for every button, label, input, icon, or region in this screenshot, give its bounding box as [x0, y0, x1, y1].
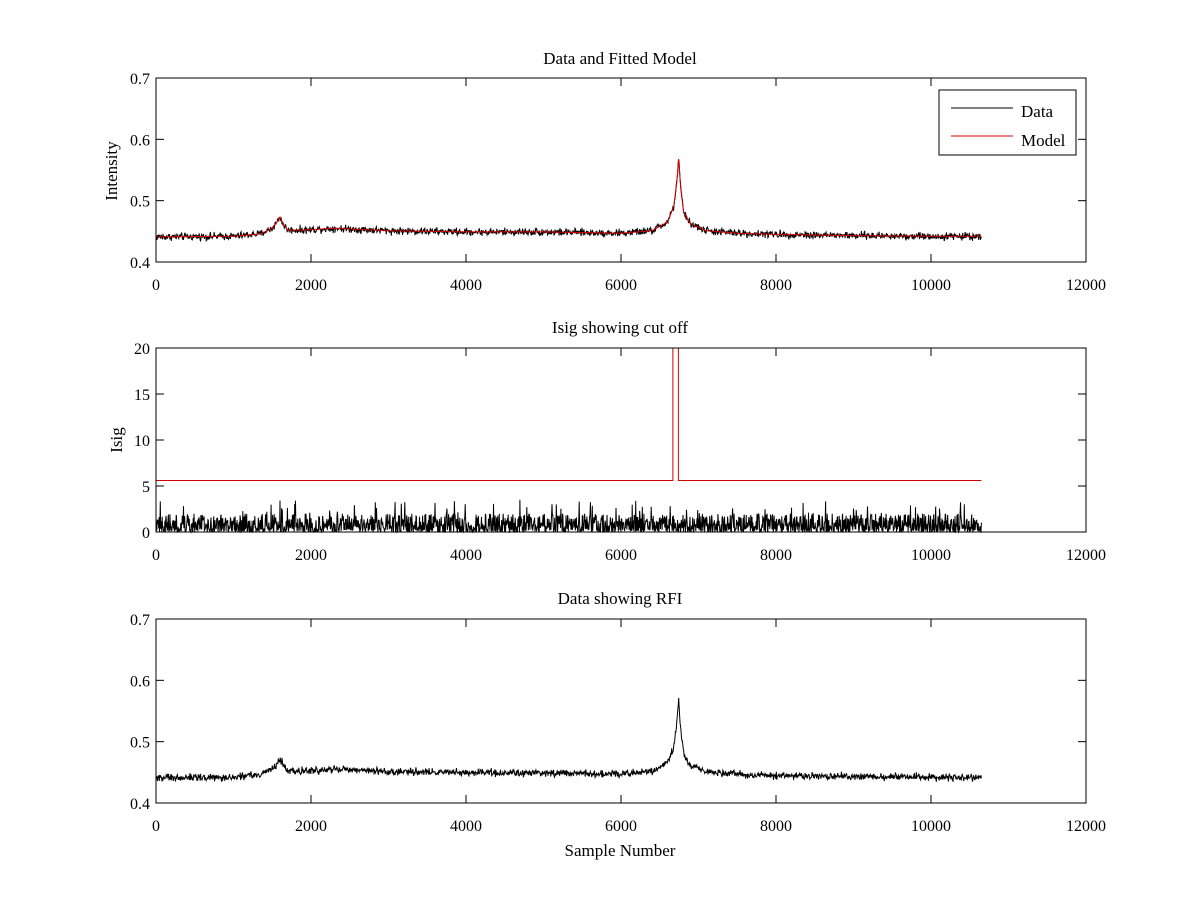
y-axis-label: Isig [107, 427, 126, 453]
y-tick-label: 0.5 [130, 194, 150, 211]
x-tick-label: 8000 [760, 277, 792, 294]
subplot-isig-showing-cut-off: Isig showing cut off Isig 0 2000 4000 6000 8… [107, 318, 1106, 564]
y-tick-label: 0.5 [130, 735, 150, 752]
axes: 0 2000 4000 6000 8000 10000 12000 0.4 0.5 0.6 0.7 [130, 71, 1106, 294]
y-tick-label: 5 [142, 479, 150, 496]
chart-title: Data showing RFI [558, 589, 683, 608]
series-line-series-0 [155, 499, 982, 534]
x-tick-label: 10000 [911, 818, 951, 835]
x-tick-label: 12000 [1066, 547, 1106, 564]
subplot-data-and-fitted-model: Data and Fitted Model Intensity 0 2000 400… [102, 49, 1106, 294]
x-tick-label: 10000 [911, 547, 951, 564]
y-tick-label: 0 [142, 525, 150, 542]
series-line-model [155, 158, 982, 238]
axes: 0 2000 4000 6000 8000 10000 12000 0 5 10 15 20 [134, 341, 1106, 564]
x-tick-label: 12000 [1066, 818, 1106, 835]
legend-label-data: Data [1021, 102, 1054, 121]
series-layer [155, 158, 982, 242]
series-layer [155, 697, 982, 783]
x-tick-label: 2000 [295, 277, 327, 294]
x-tick-label: 2000 [295, 547, 327, 564]
x-tick-label: 4000 [450, 547, 482, 564]
y-tick-label: 0.7 [130, 612, 150, 629]
y-tick-label: 20 [134, 341, 150, 358]
x-tick-label: 0 [152, 277, 160, 294]
x-tick-label: 8000 [760, 547, 792, 564]
y-tick-label: 10 [134, 433, 150, 450]
y-tick-label: 0.6 [130, 673, 150, 690]
subplot-data-showing-rfi: Data showing RFI Sample Number 0 2000 4000… [130, 589, 1106, 860]
y-tick-label: 0.4 [130, 255, 150, 272]
legend: Data Model [938, 89, 1077, 156]
y-tick-label: 0.7 [130, 71, 150, 88]
axes: 0 2000 4000 6000 8000 10000 12000 0.4 0.5 0.6 0.7 [130, 612, 1106, 835]
x-tick-label: 6000 [605, 818, 637, 835]
series-line-series-0 [155, 697, 982, 783]
x-tick-label: 6000 [605, 277, 637, 294]
x-tick-label: 4000 [450, 277, 482, 294]
x-tick-label: 12000 [1066, 277, 1106, 294]
y-tick-label: 0.4 [130, 796, 150, 813]
y-tick-label: 15 [134, 387, 150, 404]
series-line-data [155, 159, 982, 242]
x-tick-label: 6000 [605, 547, 637, 564]
chart-title: Isig showing cut off [552, 318, 688, 337]
y-axis-label: Intensity [102, 141, 121, 201]
legend-box [938, 89, 1077, 156]
x-axis-label: Sample Number [565, 841, 676, 860]
legend-label-model: Model [1021, 131, 1066, 150]
x-tick-label: 8000 [760, 818, 792, 835]
x-tick-label: 0 [152, 547, 160, 564]
x-tick-label: 10000 [911, 277, 951, 294]
x-tick-label: 0 [152, 818, 160, 835]
x-tick-label: 2000 [295, 818, 327, 835]
chart-title: Data and Fitted Model [543, 49, 697, 68]
x-tick-label: 4000 [450, 818, 482, 835]
y-tick-label: 0.6 [130, 132, 150, 149]
